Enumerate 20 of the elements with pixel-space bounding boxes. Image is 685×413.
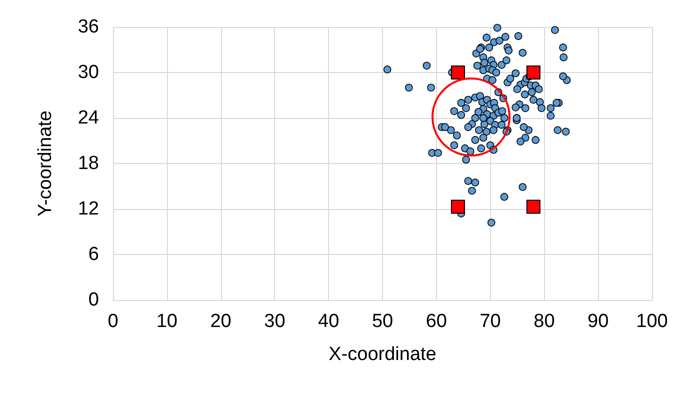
x-tick-label: 50 [372,311,394,332]
y-tick-label: 0 [88,290,99,310]
y-tick-label: 30 [78,62,99,83]
y-tick-label: 36 [78,16,99,38]
x-tick-label: 80 [534,311,555,332]
y-tick-label: 18 [78,153,99,174]
y-tick-label: 12 [78,198,99,220]
x-axis-title: X-coordinate [328,344,436,365]
x-tick-label: 40 [318,311,340,332]
x-tick-label: 60 [426,311,447,332]
y-tick-label: 6 [88,244,99,265]
y-axis-title: Y-coordinate [35,110,56,216]
x-tick-label: 10 [156,311,178,332]
y-tick-label: 24 [78,108,100,128]
x-tick-label: 30 [264,311,286,332]
x-tick-label: 20 [210,311,232,332]
x-tick-label: 90 [588,311,609,332]
x-tick-label: 100 [636,311,668,332]
x-tick-label: 0 [108,311,118,332]
x-tick-label: 70 [480,311,501,332]
